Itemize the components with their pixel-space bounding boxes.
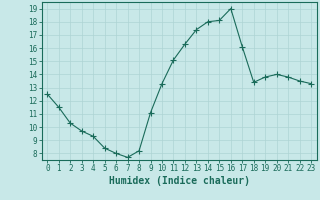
X-axis label: Humidex (Indice chaleur): Humidex (Indice chaleur) xyxy=(109,176,250,186)
